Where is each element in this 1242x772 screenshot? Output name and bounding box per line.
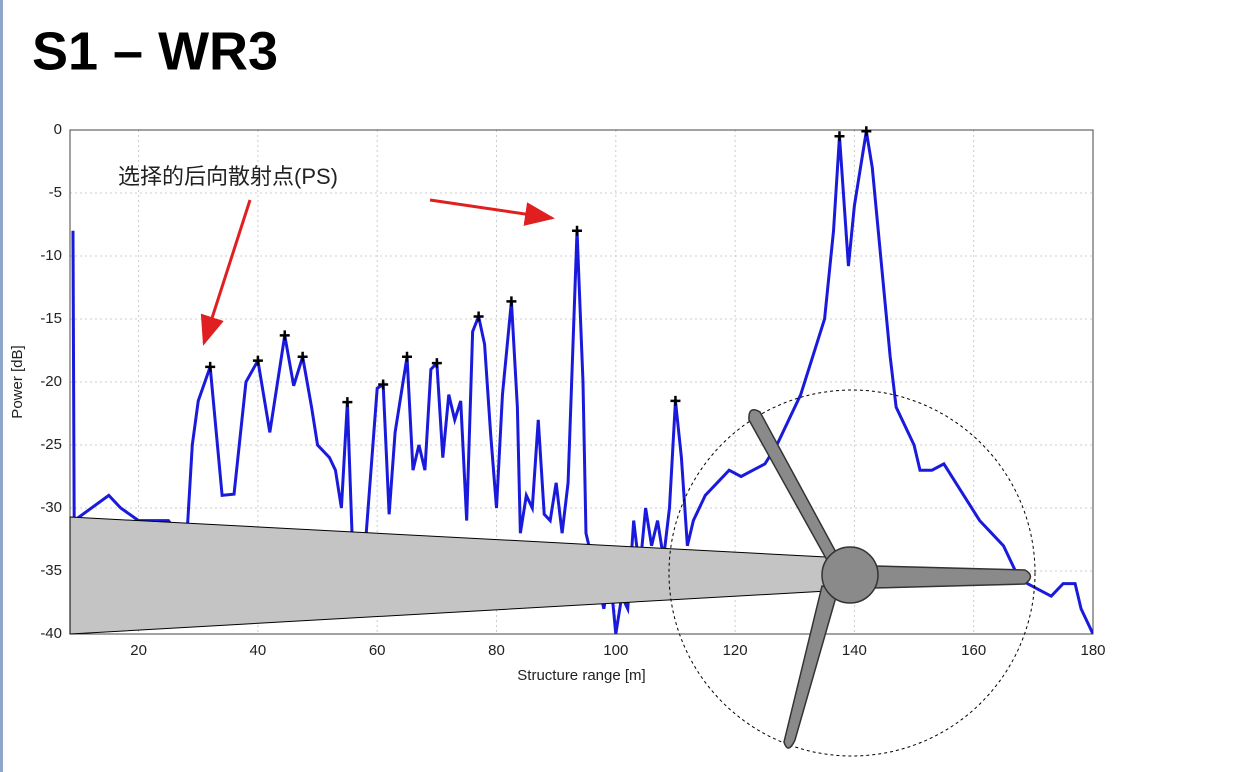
ps-marker [279,330,290,341]
ps-marker [378,379,389,390]
slide-title: S1 – WR3 [32,21,278,81]
y-tick-label: -5 [49,184,62,201]
plot-frame [69,129,1094,635]
x-axis-label: Structure range [m] [517,667,645,684]
x-tick-label: 80 [488,642,505,659]
rotor-circle [668,389,1036,757]
ps-marker [861,126,872,137]
slide-edge [0,0,3,772]
y-tick-label: -35 [40,562,62,579]
x-tick-label: 60 [369,642,386,659]
ps-marker [205,361,216,372]
turbine [748,409,1032,749]
x-tick-label: 100 [603,642,628,659]
ps-marker [297,351,308,362]
annotation: 选择的后向散射点(PS) [118,164,338,189]
ps-marker [342,397,353,408]
x-tick-label: 120 [723,642,748,659]
ps-marker [670,395,681,406]
y-tick-label: -25 [40,436,62,453]
data-line [71,131,1093,634]
y-tick-label: -30 [40,499,62,516]
arrow [200,199,252,346]
arrow [429,198,555,226]
x-tick-label: 20 [130,642,147,659]
ps-marker [834,131,845,142]
x-tick-label: 140 [842,642,867,659]
y-axis-label: Power [dB] [9,345,26,418]
ps-marker [572,225,583,236]
y-tick-label: -15 [40,310,62,327]
x-tick-label: 160 [961,642,986,659]
x-tick-label: 40 [250,642,267,659]
ps-marker [402,351,413,362]
y-tick-label: -40 [40,625,62,642]
ps-marker [473,311,484,322]
y-tick-label: -20 [40,373,62,390]
x-tick-label: 180 [1080,642,1105,659]
y-tick-label: 0 [54,121,62,138]
ps-marker [252,355,263,366]
ps-marker [506,296,517,307]
y-tick-label: -10 [40,247,62,264]
ps-marker [431,358,442,369]
